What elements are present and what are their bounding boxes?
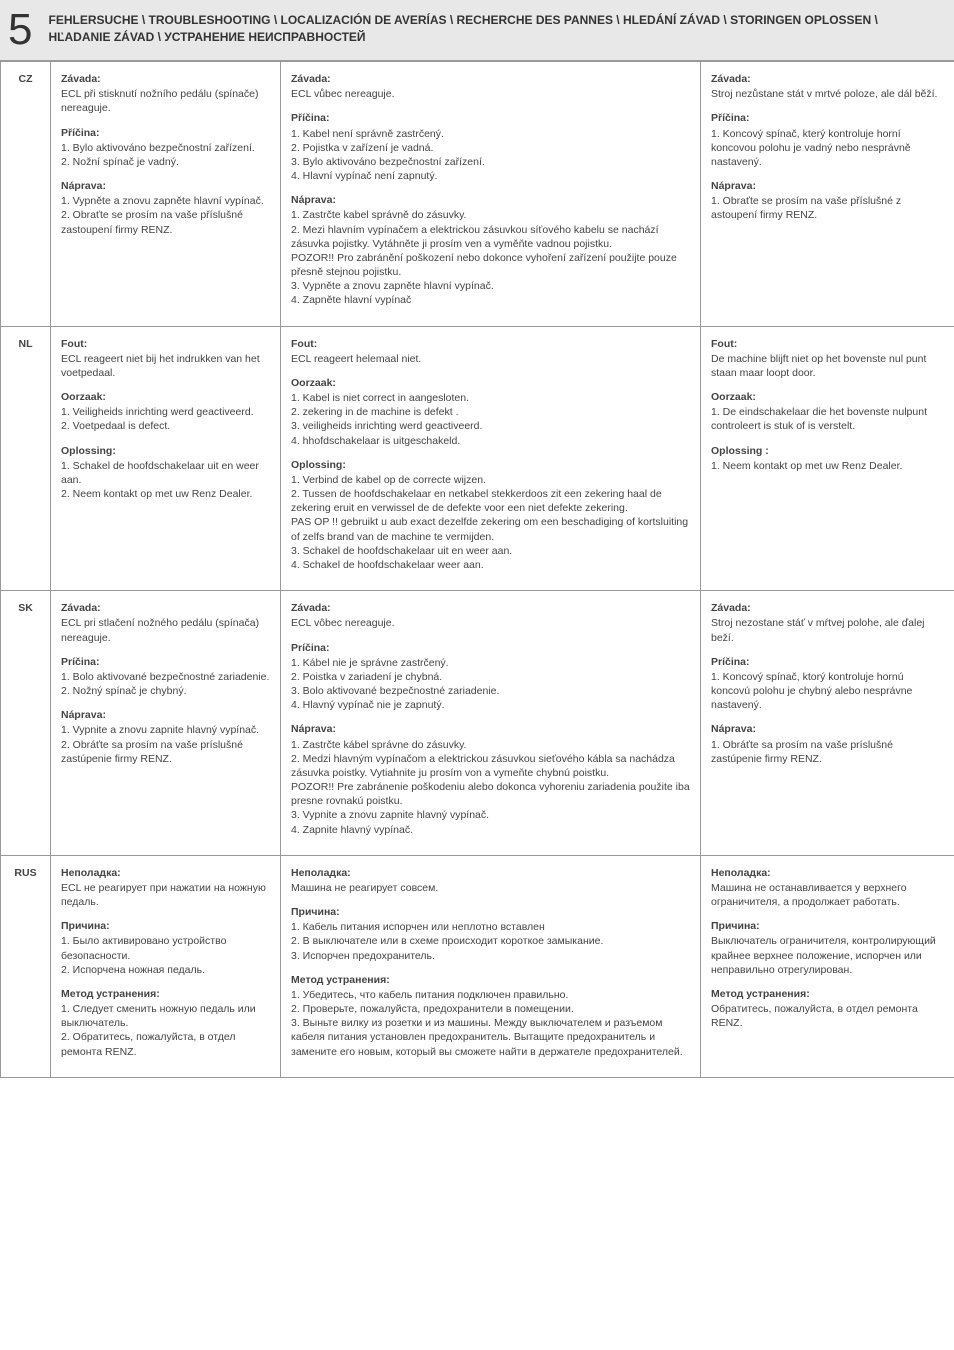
block-body: 1. Убедитесь, что кабель питания подключ… bbox=[291, 988, 690, 1059]
block-title: Náprava: bbox=[711, 179, 944, 193]
block-body: Stroj nezůstane stát v mrtvé poloze, ale… bbox=[711, 87, 944, 101]
cell: Závada:ECL pri stlačení nožného pedálu (… bbox=[51, 591, 281, 856]
block-title: Fout: bbox=[291, 337, 690, 351]
block-title: Oorzaak: bbox=[711, 390, 944, 404]
block-title: Oorzaak: bbox=[291, 376, 690, 390]
block-body: 1. Koncový spínač, který kontroluje horn… bbox=[711, 127, 944, 170]
table-row: SKZávada:ECL pri stlačení nožného pedálu… bbox=[1, 591, 954, 856]
block-body: 1. Obraťte se prosím na vaše příslušné z… bbox=[711, 194, 944, 222]
cell: Závada:Stroj nezostane stáť v mŕtvej pol… bbox=[701, 591, 954, 856]
block-title: Příčina: bbox=[711, 111, 944, 125]
block-title: Příčina: bbox=[291, 111, 690, 125]
block-body: 1. Kabel není správně zastrčený. 2. Poji… bbox=[291, 127, 690, 184]
block-body: ECL vôbec nereaguje. bbox=[291, 616, 690, 630]
block-body: 1. Zastrčte kabel správně do zásuvky. 2.… bbox=[291, 208, 690, 307]
block-title: Причина: bbox=[291, 905, 690, 919]
block-body: 1. Bolo aktivované bezpečnostné zariaden… bbox=[61, 670, 270, 698]
block-title: Príčina: bbox=[291, 641, 690, 655]
table-row: CZZávada:ECL při stisknutí nožního pedál… bbox=[1, 62, 954, 327]
block-title: Метод устранения: bbox=[291, 973, 690, 987]
block-body: 1. Kábel nie je správne zastrčený. 2. Po… bbox=[291, 656, 690, 713]
cell: Závada:Stroj nezůstane stát v mrtvé polo… bbox=[701, 62, 954, 327]
language-code: NL bbox=[1, 326, 51, 591]
block-title: Метод устранения: bbox=[711, 987, 944, 1001]
block-body: ECL reageert niet bij het indrukken van … bbox=[61, 352, 270, 380]
table-row: NLFout:ECL reageert niet bij het indrukk… bbox=[1, 326, 954, 591]
cell: Неполадка:Машина не реагирует совсем. При… bbox=[281, 855, 701, 1077]
block-title: Závada: bbox=[711, 72, 944, 86]
block-title: Неполадка: bbox=[291, 866, 690, 880]
block-title: Неполадка: bbox=[61, 866, 270, 880]
block-body: ECL reageert helemaal niet. bbox=[291, 352, 690, 366]
cell: Неполадка:ECL не реагирует при нажатии н… bbox=[51, 855, 281, 1077]
block-body: 1. Veiligheids inrichting werd geactivee… bbox=[61, 405, 270, 433]
block-body: Машина не останавливается у верхнего огр… bbox=[711, 881, 944, 909]
troubleshooting-table: CZZávada:ECL při stisknutí nožního pedál… bbox=[0, 61, 954, 1078]
block-title: Náprava: bbox=[291, 193, 690, 207]
block-body: ECL vůbec nereaguje. bbox=[291, 87, 690, 101]
block-title: Závada: bbox=[711, 601, 944, 615]
cell: Неполадка:Машина не останавливается у ве… bbox=[701, 855, 954, 1077]
block-body: 1. Vypnite a znovu zapnite hlavný vypína… bbox=[61, 723, 270, 766]
block-title: Závada: bbox=[61, 601, 270, 615]
language-code: CZ bbox=[1, 62, 51, 327]
block-body: 1. Obráťte sa prosím na vaše príslušné z… bbox=[711, 738, 944, 766]
block-body: 1. Koncový spínač, ktorý kontroluje horn… bbox=[711, 670, 944, 713]
block-body: 1. Vypněte a znovu zapněte hlavní vypína… bbox=[61, 194, 270, 237]
block-body: De machine blijft niet op het bovenste n… bbox=[711, 352, 944, 380]
block-title: Náprava: bbox=[61, 708, 270, 722]
block-title: Závada: bbox=[291, 601, 690, 615]
block-body: 1. Кабель питания испорчен или неплотно … bbox=[291, 920, 690, 963]
block-body: 1. Zastrčte kábel správne do zásuvky. 2.… bbox=[291, 738, 690, 837]
block-title: Závada: bbox=[291, 72, 690, 86]
block-title: Příčina: bbox=[61, 126, 270, 140]
block-title: Príčina: bbox=[711, 655, 944, 669]
section-header: 5 FEHLERSUCHE \ TROUBLESHOOTING \ LOCALI… bbox=[0, 0, 954, 61]
block-body: ECL pri stlačení nožného pedálu (spínača… bbox=[61, 616, 270, 644]
block-body: ECL při stisknutí nožního pedálu (spínač… bbox=[61, 87, 270, 115]
language-code: SK bbox=[1, 591, 51, 856]
block-body: Обратитесь, пожалуйста, в отдел ремонта … bbox=[711, 1002, 944, 1030]
block-body: ECL не реагирует при нажатии на ножную п… bbox=[61, 881, 270, 909]
block-body: 1. Bylo aktivováno bezpečnostní zařízení… bbox=[61, 141, 270, 169]
block-body: 1. Kabel is niet correct in aangesloten.… bbox=[291, 391, 690, 448]
block-title: Причина: bbox=[711, 919, 944, 933]
block-title: Oplossing: bbox=[291, 458, 690, 472]
block-body: Stroj nezostane stáť v mŕtvej polohe, al… bbox=[711, 616, 944, 644]
page: 5 FEHLERSUCHE \ TROUBLESHOOTING \ LOCALI… bbox=[0, 0, 954, 1078]
block-body: 1. Следует сменить ножную педаль или вык… bbox=[61, 1002, 270, 1059]
cell: Závada:ECL vůbec nereaguje. Příčina: 1. Ka… bbox=[281, 62, 701, 327]
block-title: Príčina: bbox=[61, 655, 270, 669]
block-title: Причина: bbox=[61, 919, 270, 933]
block-title: Fout: bbox=[711, 337, 944, 351]
block-body: 1. Verbind de kabel op de correcte wijze… bbox=[291, 473, 690, 572]
block-body: Выключатель ограничителя, контролирующий… bbox=[711, 934, 944, 977]
block-body: 1. Neem kontakt op met uw Renz Dealer. bbox=[711, 459, 944, 473]
cell: Závada:ECL při stisknutí nožního pedálu … bbox=[51, 62, 281, 327]
block-body: 1. Было активировано устройство безопасн… bbox=[61, 934, 270, 977]
block-title: Náprava: bbox=[291, 722, 690, 736]
block-body: 1. De eindschakelaar die het bovenste nu… bbox=[711, 405, 944, 433]
section-title: FEHLERSUCHE \ TROUBLESHOOTING \ LOCALIZA… bbox=[48, 8, 942, 46]
block-title: Fout: bbox=[61, 337, 270, 351]
cell: Fout:ECL reageert helemaal niet. Oorzaak:… bbox=[281, 326, 701, 591]
table-row: RUSНеполадка:ECL не реагирует при нажати… bbox=[1, 855, 954, 1077]
block-title: Náprava: bbox=[61, 179, 270, 193]
block-title: Závada: bbox=[61, 72, 270, 86]
block-body: Машина не реагирует совсем. bbox=[291, 881, 690, 895]
block-title: Oorzaak: bbox=[61, 390, 270, 404]
block-title: Náprava: bbox=[711, 722, 944, 736]
section-number: 5 bbox=[0, 8, 48, 52]
block-title: Oplossing: bbox=[61, 444, 270, 458]
block-title: Oplossing : bbox=[711, 444, 944, 458]
cell: Fout:ECL reageert niet bij het indrukken… bbox=[51, 326, 281, 591]
cell: Fout:De machine blijft niet op het boven… bbox=[701, 326, 954, 591]
block-title: Неполадка: bbox=[711, 866, 944, 880]
language-code: RUS bbox=[1, 855, 51, 1077]
cell: Závada:ECL vôbec nereaguje. Príčina:1. Ká… bbox=[281, 591, 701, 856]
block-body: 1. Schakel de hoofdschakelaar uit en wee… bbox=[61, 459, 270, 502]
block-title: Метод устранения: bbox=[61, 987, 270, 1001]
